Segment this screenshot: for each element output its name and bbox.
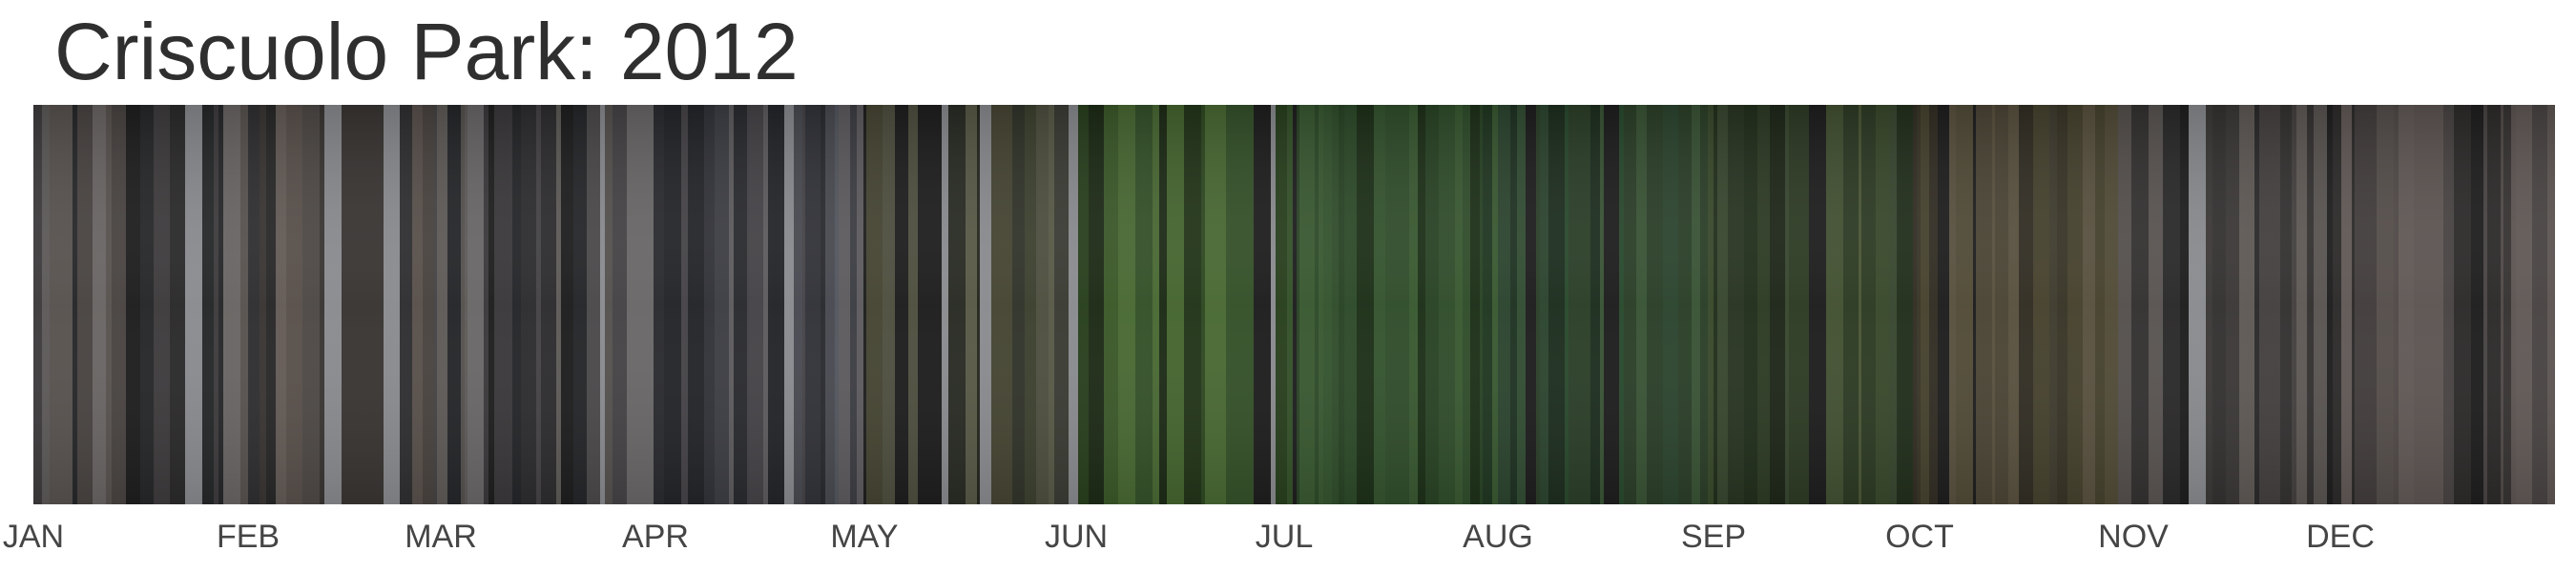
month-label-mar: MAR [405,519,477,555]
month-label-jan: JAN [2,519,65,555]
month-label-apr: APR [622,519,689,555]
month-label-nov: NOV [2098,519,2169,555]
month-label-jun: JUN [1044,519,1109,555]
month-label-dec: DEC [2306,519,2375,555]
month-label-feb: FEB [216,519,280,555]
month-label-jul: JUL [1255,519,1314,555]
month-label-sep: SEP [1680,519,1747,555]
month-label-oct: OCT [1885,519,1954,555]
barcode-shading [33,105,2555,504]
month-label-may: MAY [830,519,899,555]
month-label-aug: AUG [1463,519,1533,555]
color-barcode [33,105,2555,504]
chart-title: Criscuolo Park: 2012 [54,7,799,96]
